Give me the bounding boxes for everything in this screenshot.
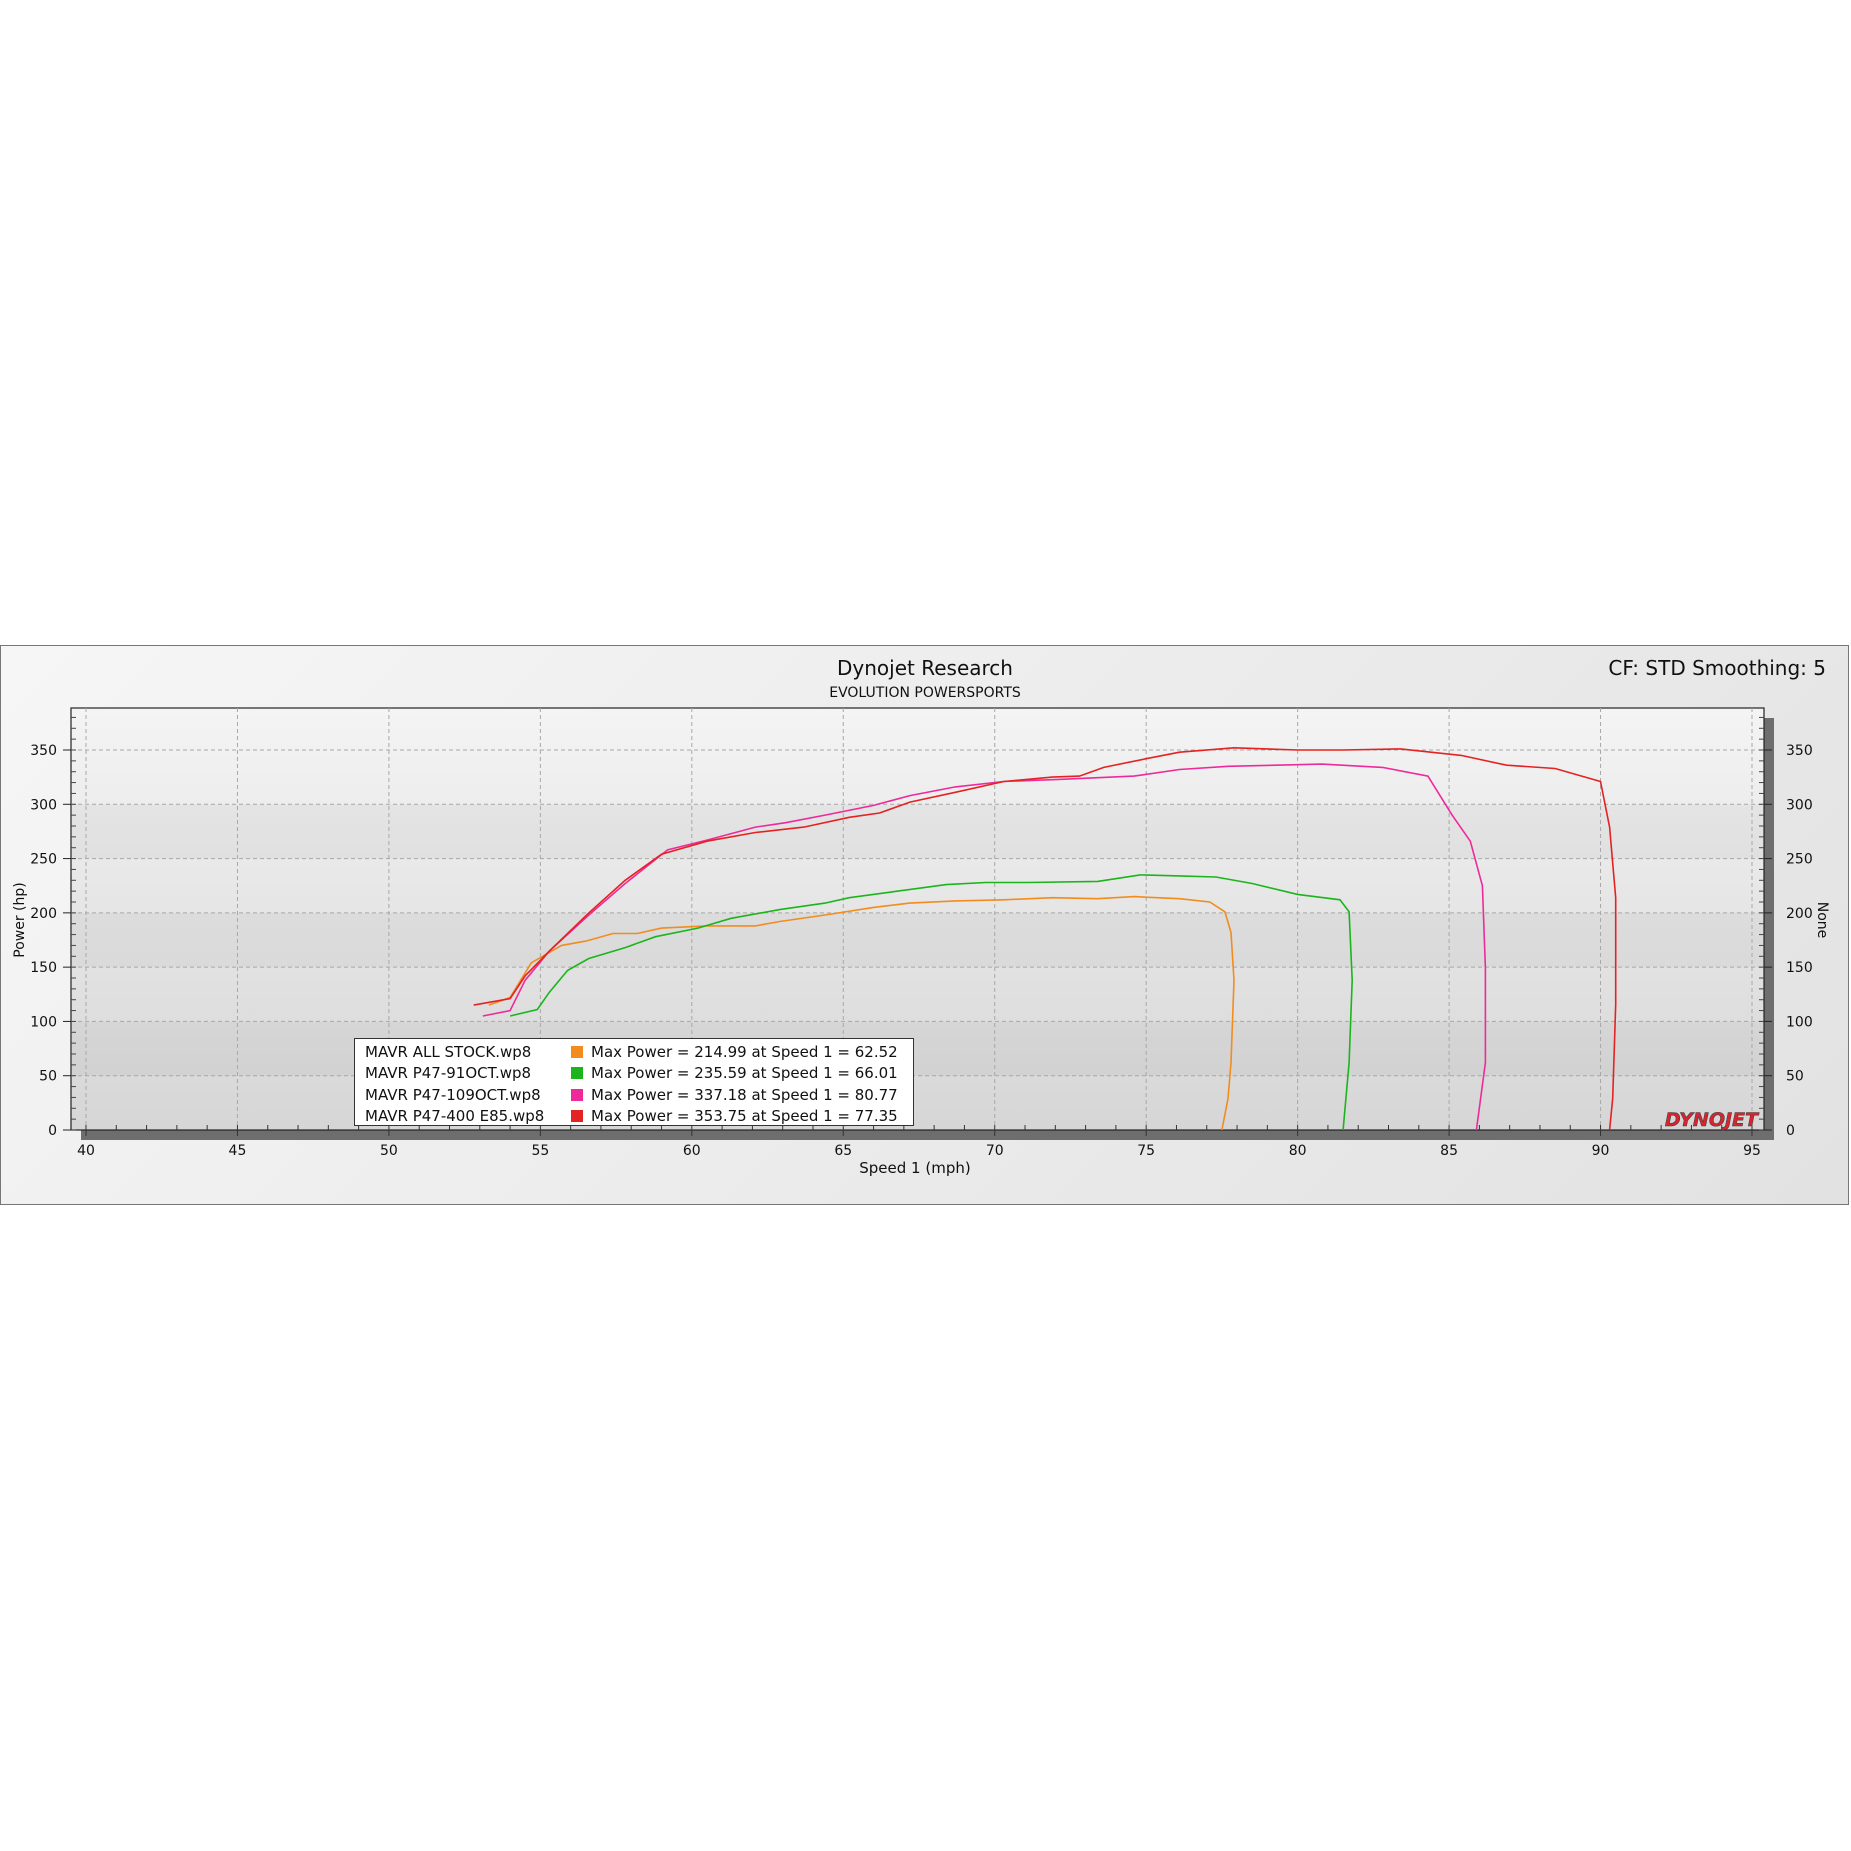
legend-series-name: MAVR ALL STOCK.wp8 [365, 1042, 532, 1061]
x-axis-label: Speed 1 (mph) [859, 1159, 970, 1177]
legend-summary: Max Power = 235.59 at Speed 1 = 66.01 [591, 1064, 898, 1083]
y-tick-label: 300 [30, 797, 57, 813]
legend-series-name: MAVR P47-109OCT.wp8 [365, 1085, 541, 1104]
x-tick-label: 55 [531, 1143, 549, 1159]
legend-summary: Max Power = 214.99 at Speed 1 = 62.52 [591, 1042, 898, 1061]
legend-swatch [571, 1088, 583, 1101]
legend-swatch [571, 1045, 583, 1058]
x-tick-label: 85 [1440, 1143, 1458, 1159]
y-tick-label-right: 300 [1786, 797, 1813, 813]
x-tick-label: 45 [229, 1143, 247, 1159]
grid-band [72, 1021, 1763, 1075]
cf-smoothing-info: CF: STD Smoothing: 5 [1608, 656, 1826, 680]
y-tick-label: 250 [30, 852, 57, 868]
legend-entry: MAVR ALL STOCK.wp8 Max Power = 214.99 at … [365, 1041, 903, 1063]
y-tick-label-right: 0 [1786, 1123, 1795, 1139]
grid-band [72, 913, 1763, 967]
dynojet-logo: DYNOJET [1665, 1109, 1760, 1131]
y-tick-label: 150 [30, 960, 57, 976]
y-tick-label-right: 200 [1786, 906, 1813, 922]
series-line-2 [509, 874, 1354, 1131]
series-line-4 [473, 746, 1617, 1131]
y-tick-label: 100 [30, 1014, 57, 1030]
y-axis-label-right: None [1814, 902, 1830, 939]
y-tick-label-right: 150 [1786, 960, 1813, 976]
y-tick-label-right: 100 [1786, 1014, 1813, 1030]
x-tick-label: 75 [1137, 1143, 1155, 1159]
chart-subtitle: EVOLUTION POWERSPORTS [829, 685, 1021, 701]
legend-series-name: MAVR P47-91OCT.wp8 [365, 1064, 532, 1083]
y-tick-label: 50 [39, 1069, 57, 1085]
y-axis-label: Power (hp) [12, 882, 28, 957]
x-tick-label: 90 [1592, 1143, 1610, 1159]
plot-area [70, 707, 1765, 1131]
legend-entry: MAVR P47-400 E85.wp8 Max Power = 353.75 a… [365, 1106, 903, 1128]
y-tick-label: 200 [30, 906, 57, 922]
x-tick-label: 95 [1743, 1143, 1761, 1159]
x-tick-label: 60 [683, 1143, 701, 1159]
legend-entry: MAVR P47-109OCT.wp8 Max Power = 337.18 at… [365, 1084, 903, 1106]
x-tick-label: 40 [77, 1143, 95, 1159]
y-tick-label-right: 250 [1786, 852, 1813, 868]
chart-title: Dynojet Research [837, 656, 1013, 680]
legend-summary: Max Power = 337.18 at Speed 1 = 80.77 [591, 1085, 898, 1104]
x-tick-label: 65 [834, 1143, 852, 1159]
legend-swatch [571, 1110, 583, 1123]
legend-entry: MAVR P47-91OCT.wp8 Max Power = 235.59 at … [365, 1063, 903, 1085]
x-tick-label: 80 [1289, 1143, 1307, 1159]
y-tick-label: 350 [30, 743, 57, 759]
legend-series-name: MAVR P47-400 E85.wp8 [365, 1107, 545, 1126]
y-tick-label-right: 350 [1786, 743, 1813, 759]
chart-legend: MAVR ALL STOCK.wp8 Max Power = 214.99 at … [354, 1038, 914, 1126]
legend-swatch [571, 1067, 583, 1080]
y-tick-label: 0 [48, 1123, 57, 1139]
grid-band [72, 804, 1763, 858]
x-tick-label: 70 [986, 1143, 1004, 1159]
x-tick-label: 50 [380, 1143, 398, 1159]
legend-summary: Max Power = 353.75 at Speed 1 = 77.35 [591, 1107, 898, 1126]
y-tick-label-right: 50 [1786, 1069, 1804, 1085]
series-line-1 [488, 895, 1235, 1131]
